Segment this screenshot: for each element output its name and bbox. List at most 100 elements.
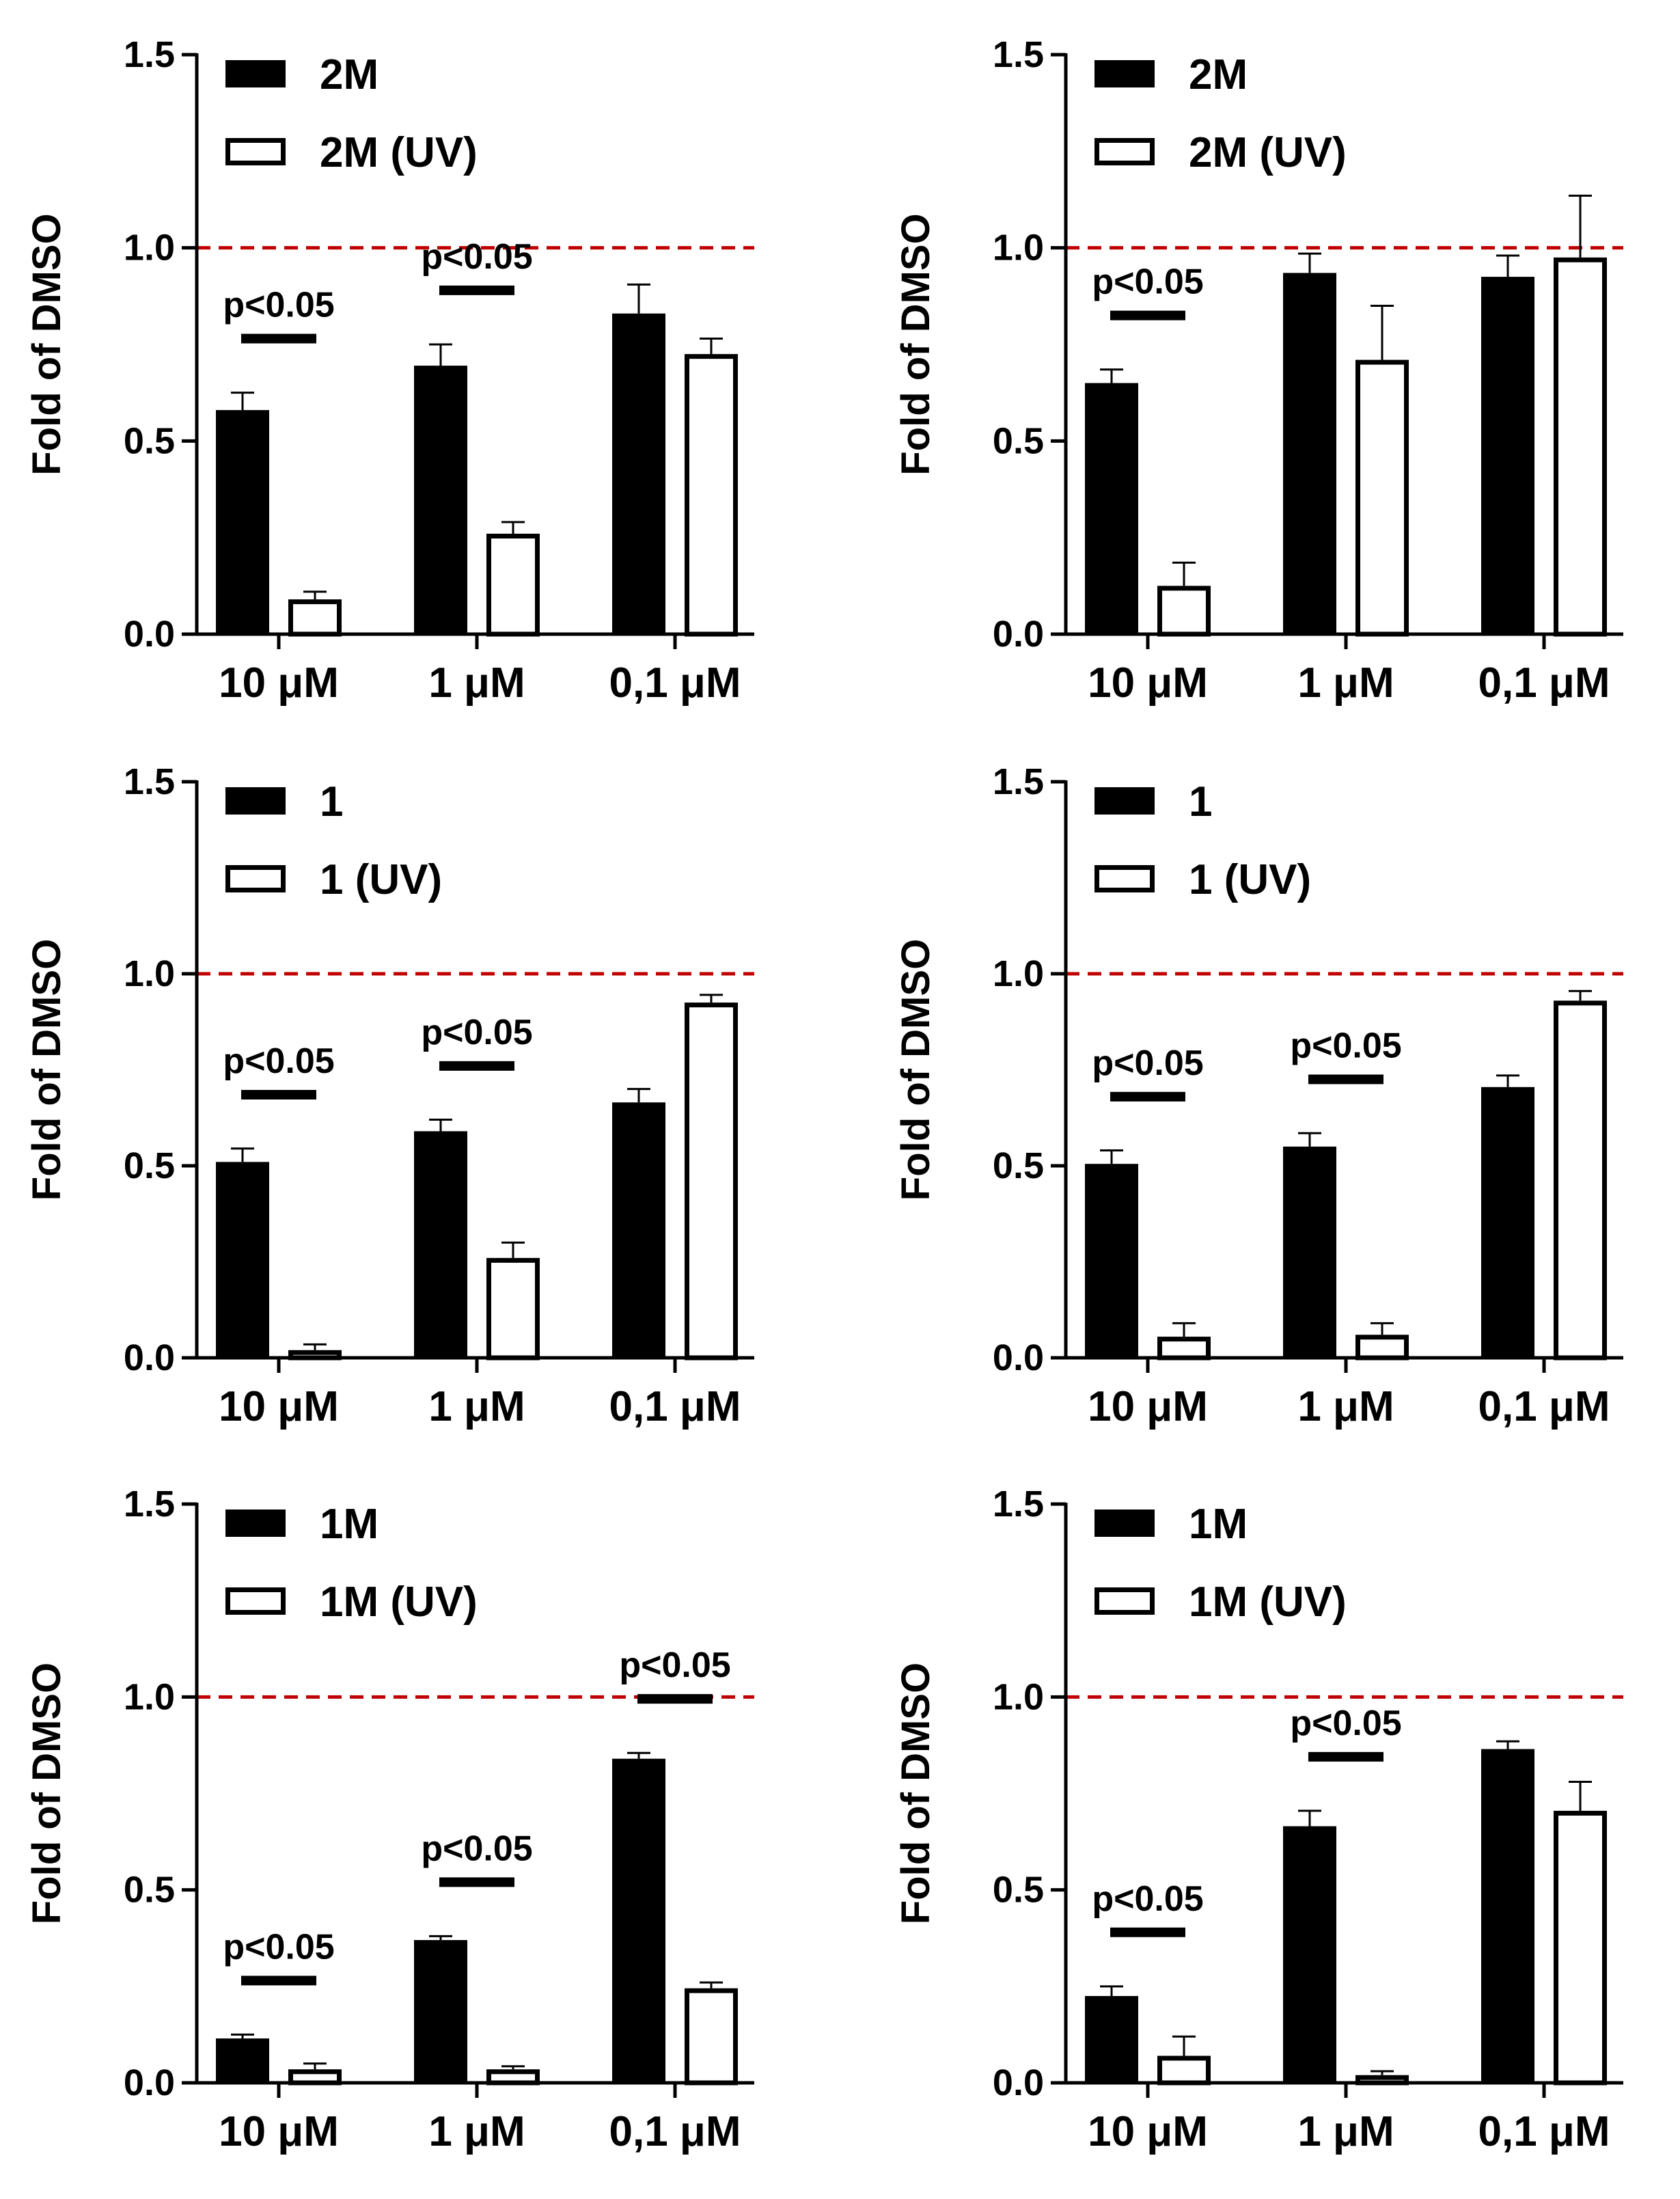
y-axis-title: Fold of DMSO [894,939,938,1201]
y-tick-label: 0.5 [993,1870,1044,1911]
y-tick-label: 1.5 [124,34,175,75]
chart-panel-middle-right: 0.0 0.5 1.0 1.5 10 μM 1 μM 0,1 μM Fold of DMSO 1… [894,761,1623,1430]
y-axis-title: Fold of DMSO [25,1663,69,1924]
bar-treated-1 [414,1131,467,1358]
bar-treated-1 [1283,1826,1336,2083]
x-tick-label: 10 μM [219,2108,339,2155]
legend-label: 1M (UV) [1189,1579,1347,1626]
x-tick-label: 10 μM [219,1383,339,1430]
y-tick-label: 0.0 [993,614,1044,655]
legend-label: 1M [1189,1501,1248,1548]
bar-uv-1 [486,534,540,637]
legend-label: 2M [1189,51,1248,98]
y-axis-title: Fold of DMSO [894,1663,938,1924]
x-tick-label: 1 μM [428,2108,525,2155]
chart-panel-top-left: 0.0 0.5 1.0 1.5 10 μM 1 μM 0,1 μM Fold of DMSO 2… [25,34,754,707]
x-tick-label: 0,1 μM [609,659,741,707]
y-tick-label: 0.0 [124,1337,175,1378]
significance-label: p<0.05 [1290,1704,1401,1743]
chart-panel-bottom-right: 0.0 0.5 1.0 1.5 10 μM 1 μM 0,1 μM Fold of DMSO 1… [894,1484,1623,2155]
bar-treated-0 [216,1162,269,1358]
bar-treated-1 [414,1940,467,2083]
bar-treated-0 [1085,1164,1138,1358]
y-tick-label: 1.0 [124,953,175,994]
significance-label: p<0.05 [1092,1043,1203,1083]
bar-treated-1 [1283,1146,1336,1358]
x-tick-label: 0,1 μM [1478,659,1610,707]
bar-uv-0 [288,599,342,637]
legend-swatch [1094,787,1155,815]
significance-label: p<0.05 [421,237,532,277]
bar-uv-2 [1554,1000,1607,1361]
legend-swatch [1094,865,1155,892]
y-axis-title: Fold of DMSO [25,939,69,1201]
x-tick-label: 10 μM [1088,1383,1208,1430]
bar-treated-0 [216,2038,269,2083]
bar-uv-1 [1355,1335,1409,1361]
significance-label: p<0.05 [1092,262,1203,302]
x-tick-label: 10 μM [219,659,339,707]
significance-label: p<0.05 [223,1927,334,1967]
bar-uv-1 [1355,359,1409,637]
y-tick-label: 1.0 [993,953,1044,994]
significance-label: p<0.05 [619,1645,730,1685]
legend-label: 2M (UV) [1189,129,1347,176]
y-tick-label: 0.5 [124,1870,175,1911]
legend-label: 1M (UV) [320,1579,478,1626]
bar-uv-2 [1554,257,1607,637]
x-tick-label: 0,1 μM [609,2108,741,2155]
significance-label: p<0.05 [421,1829,532,1868]
y-tick-label: 1.5 [993,761,1044,802]
bar-treated-0 [1085,383,1138,634]
legend-swatch [1094,60,1155,87]
bar-treated-0 [1085,1995,1138,2083]
significance-label: p<0.05 [223,1041,334,1081]
y-tick-label: 0.0 [124,614,175,655]
significance-label: p<0.05 [421,1013,532,1052]
chart-panel-top-right: 0.0 0.5 1.0 1.5 10 μM 1 μM 0,1 μM Fold of DMSO 2… [894,34,1623,707]
legend-label: 1 (UV) [1189,856,1311,903]
bar-treated-2 [612,1758,665,2083]
x-tick-label: 0,1 μM [609,1383,741,1430]
y-tick-label: 0.5 [993,420,1044,461]
y-tick-label: 1.0 [124,228,175,269]
legend-swatch [225,787,286,815]
x-tick-label: 1 μM [1297,2108,1394,2155]
bar-treated-2 [1481,277,1534,635]
legend-swatch [225,865,286,892]
significance-label: p<0.05 [1092,1879,1203,1919]
chart-panel-bottom-left: 0.0 0.5 1.0 1.5 10 μM 1 μM 0,1 μM Fold of DMSO 1… [25,1484,754,2155]
y-axis-title: Fold of DMSO [894,213,938,475]
legend-swatch [1094,1587,1155,1615]
x-tick-label: 10 μM [1088,2108,1208,2155]
legend-swatch [225,1587,286,1615]
y-tick-label: 1.5 [993,1484,1044,1525]
bar-treated-1 [414,366,467,634]
bar-treated-2 [612,313,665,634]
x-tick-label: 0,1 μM [1478,1383,1610,1430]
bar-treated-0 [216,410,269,634]
bar-uv-2 [685,1988,738,2086]
x-tick-label: 1 μM [1297,1383,1394,1430]
y-tick-label: 1.5 [124,761,175,802]
y-axis-title: Fold of DMSO [25,213,69,475]
y-tick-label: 0.5 [124,420,175,461]
chart-panel-middle-left: 0.0 0.5 1.0 1.5 10 μM 1 μM 0,1 μM Fold of DMSO 1… [25,761,754,1430]
x-tick-label: 1 μM [1297,659,1394,707]
y-tick-label: 0.5 [124,1145,175,1186]
y-tick-label: 1.0 [993,1676,1044,1717]
y-tick-label: 1.5 [124,1484,175,1525]
y-tick-label: 1.0 [124,1676,175,1717]
y-tick-label: 1.5 [993,34,1044,75]
bar-treated-2 [612,1102,665,1358]
bar-uv-0 [1157,2055,1211,2086]
y-tick-label: 1.0 [993,228,1044,269]
legend-swatch [225,1510,286,1537]
legend-swatch [225,138,286,165]
bar-uv-0 [1157,1337,1211,1361]
legend-label: 1 [1189,778,1212,825]
legend-label: 1 [320,778,343,825]
x-tick-label: 10 μM [1088,659,1208,707]
y-tick-label: 0.0 [124,2062,175,2103]
